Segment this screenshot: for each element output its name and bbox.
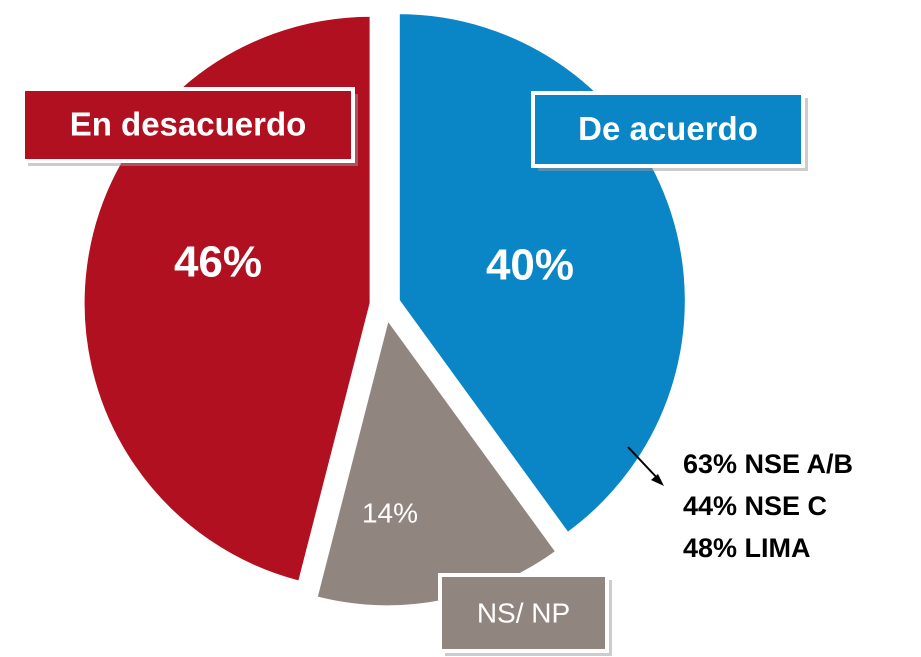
category-label: De acuerdo <box>578 110 758 147</box>
value-label: 46% <box>174 238 262 287</box>
annotation: 48% LIMA <box>683 533 811 563</box>
value-label: 40% <box>486 241 574 290</box>
category-box <box>438 573 609 653</box>
category-box <box>21 87 355 163</box>
category-label: En desacuerdo <box>70 106 307 143</box>
value-label: 14% <box>362 497 418 528</box>
annotation-arrow <box>627 446 661 482</box>
category-box <box>531 91 805 168</box>
category-label: NS/ NP <box>477 597 570 628</box>
annotation: 44% NSE C <box>683 491 827 521</box>
arrow-head <box>651 474 664 486</box>
annotation: 63% NSE A/B <box>683 449 853 479</box>
